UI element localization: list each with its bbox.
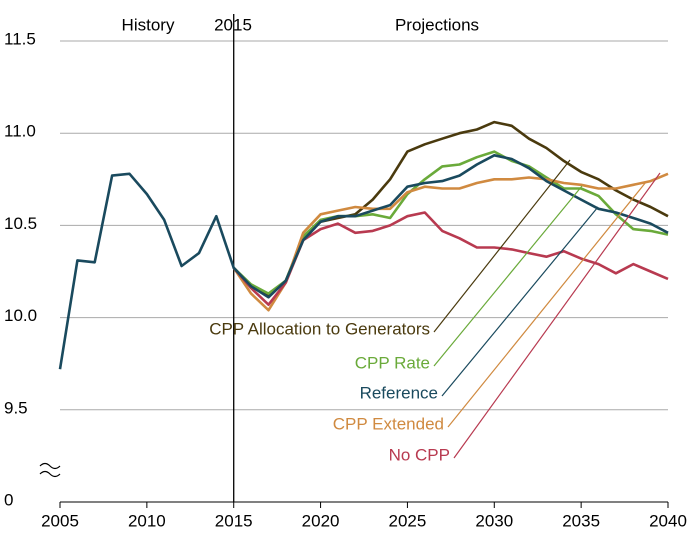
series-line: [58, 154, 669, 370]
annotation: History: [122, 15, 175, 34]
x-tick-label: 2040: [649, 511, 687, 530]
y-tick-label: 11.5: [4, 29, 36, 48]
x-tick-label: 2030: [475, 511, 513, 530]
x-tick-label: 2005: [41, 511, 79, 530]
legend-entry: CPP Extended: [333, 414, 444, 433]
x-tick-label: 2025: [389, 511, 427, 530]
legend-entry: CPP Allocation to Generators: [209, 319, 430, 338]
series-line: [232, 150, 669, 295]
x-tick-label: 2010: [128, 511, 166, 530]
leader-line: [433, 159, 571, 333]
leader-line: [453, 172, 661, 459]
x-tick-label: 2015: [215, 511, 253, 530]
y-tick-label: 10.0: [4, 306, 37, 325]
legend-entry: Reference: [360, 383, 438, 402]
x-tick-label: 2035: [562, 511, 600, 530]
axis-break-symbol: [39, 462, 61, 478]
y-tick-label: 10.5: [4, 214, 37, 233]
leader-line: [441, 206, 599, 397]
legend-entry: No CPP: [389, 445, 450, 464]
leader-line: [433, 185, 583, 367]
y-tick-label: 11.0: [4, 122, 36, 141]
annotation: Projections: [395, 15, 479, 34]
series-line: [232, 211, 669, 306]
series-line: [232, 172, 669, 312]
y-tick-label: 9.5: [4, 398, 28, 417]
y-tick-label: 0: [4, 490, 13, 509]
legend-entry: CPP Rate: [355, 353, 430, 372]
leader-line: [447, 181, 647, 428]
x-tick-label: 2020: [302, 511, 340, 530]
annotation: 2015: [214, 15, 252, 34]
